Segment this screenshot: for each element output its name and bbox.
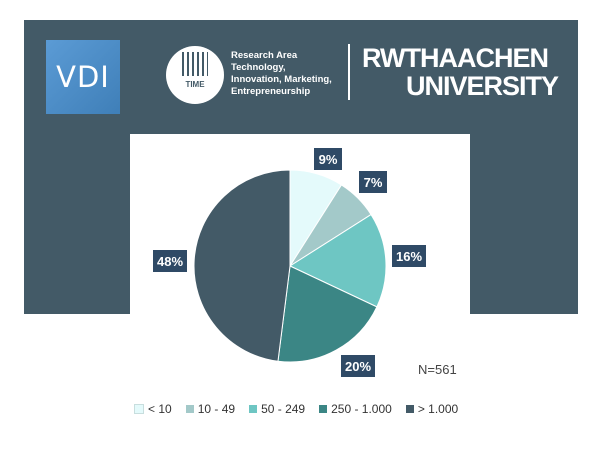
- logo-divider: [348, 44, 350, 100]
- legend-item: > 1.000: [405, 402, 459, 416]
- data-label-text: 16%: [396, 249, 422, 264]
- sample-size-annotation: N=561: [418, 362, 457, 377]
- vdi-logo: VDI: [46, 40, 120, 114]
- pie-slice: [193, 169, 291, 362]
- rwth-logo: RWTHAACHEN UNIVERSITY: [362, 43, 559, 101]
- data-label-box: [314, 148, 342, 170]
- legend-swatch: [249, 405, 258, 413]
- legend-swatch: [185, 405, 194, 413]
- data-label-text: 48%: [157, 254, 183, 269]
- legend-swatch: [319, 405, 328, 413]
- research-line: Entrepreneurship: [231, 86, 311, 97]
- pie-slice: [277, 265, 378, 363]
- legend-label: 10 - 49: [197, 402, 236, 416]
- data-label-box: [392, 245, 426, 267]
- data-label-text: 20%: [345, 359, 371, 374]
- research-line: Research Area: [231, 50, 298, 61]
- legend-item: 10 - 49: [185, 402, 236, 416]
- data-label: 16%: [392, 245, 426, 267]
- legend-item: 250 - 1.000: [319, 402, 392, 416]
- data-label: 9%: [314, 148, 342, 170]
- rwth-logo-line2: UNIVERSITY: [405, 71, 559, 101]
- legend-swatch: [405, 405, 414, 413]
- data-label: 7%: [359, 171, 387, 193]
- data-label: 48%: [153, 250, 187, 272]
- time-logo-bars: [182, 52, 208, 76]
- time-logo: TIME: [166, 46, 224, 104]
- vdi-logo-text: VDI: [56, 60, 110, 94]
- legend-item: < 10: [134, 402, 172, 416]
- research-area-text: Research Area Technology, Innovation, Ma…: [231, 50, 343, 98]
- chart-legend: < 10 10 - 49 50 - 249 250 - 1.000 > 1.00…: [134, 402, 458, 416]
- legend-label: 50 - 249: [261, 402, 306, 416]
- data-label-box: [341, 355, 375, 377]
- legend-label: > 1.000: [417, 402, 459, 416]
- research-line: Technology,: [231, 62, 286, 73]
- legend-label: < 10: [148, 402, 172, 416]
- legend-item: 50 - 249: [249, 402, 305, 416]
- pie-slice: [288, 213, 387, 308]
- data-label-box: [153, 250, 187, 272]
- legend-swatch: [134, 404, 144, 414]
- research-line: Innovation, Marketing,: [231, 74, 332, 85]
- time-logo-text: TIME: [185, 80, 205, 89]
- legend-label: 250 - 1.000: [331, 402, 392, 416]
- rwth-logo-line1: RWTHAACHEN: [362, 43, 549, 73]
- data-label-box: [359, 171, 387, 193]
- data-label-text: 7%: [364, 175, 383, 190]
- data-label: 20%: [341, 355, 375, 377]
- data-label-text: 9%: [319, 152, 338, 167]
